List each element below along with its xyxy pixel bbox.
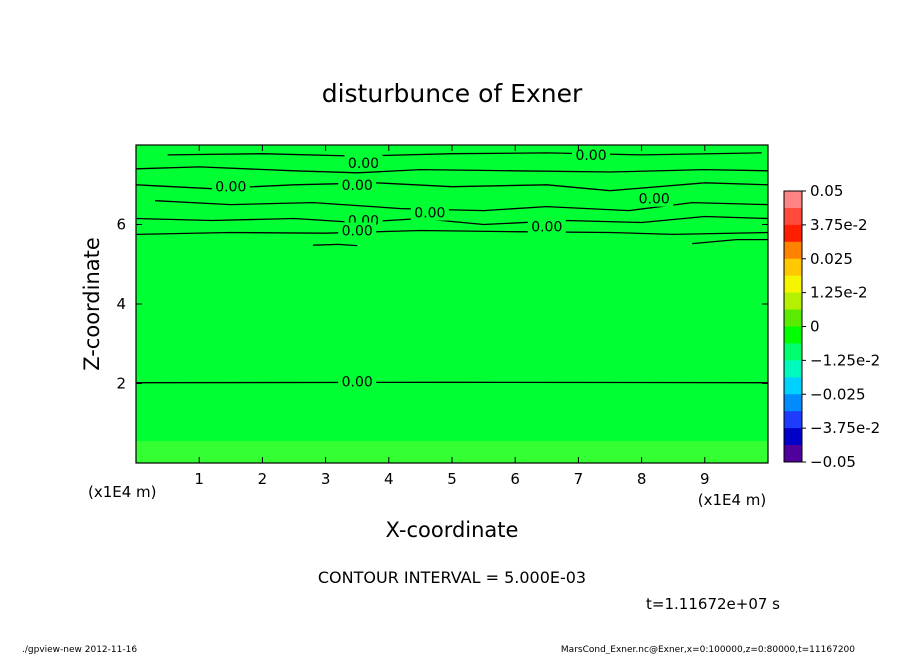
contour-label-9: 0.00 <box>342 375 373 391</box>
colorbar-segment-1 <box>784 207 802 226</box>
y-axis-ticks: 2 4 6 <box>116 216 768 393</box>
colorbar-label-5: −1.25e-2 <box>810 351 880 369</box>
colorbar-segment-13 <box>784 411 802 429</box>
colorbar: 0.05 3.75e-2 0.025 1.25e-2 0 −1.25e-2 −0.025 −3… <box>783 182 880 471</box>
chart-title: disturbunce of Exner <box>322 79 583 108</box>
contour-line-0 <box>167 152 762 157</box>
contour-line-5 <box>135 229 769 236</box>
y-tick-label-6: 6 <box>116 216 126 234</box>
colorbar-label-0: 0.05 <box>810 182 843 200</box>
x-tick-label-9: 9 <box>700 470 710 488</box>
footer-right: MarsCond_Exner.nc@Exner,x=0:100000,z=0:8… <box>561 645 855 654</box>
x-unit-label: (x1E4 m) <box>698 491 767 509</box>
contour-label-bg-1 <box>572 146 611 163</box>
colorbar-label-6: −0.025 <box>810 385 866 403</box>
colorbar-segment-3 <box>784 241 802 260</box>
contour-label-8: 0.00 <box>531 219 562 235</box>
contour-label-0: 0.00 <box>348 156 379 172</box>
colorbar-segment-9 <box>784 343 802 361</box>
y-unit-label: (x1E4 m) <box>88 483 157 501</box>
contour-label-bg-4 <box>410 204 449 221</box>
contour-label-bg-7 <box>338 222 377 239</box>
contour-label-3: 0.00 <box>342 178 373 194</box>
x-tick-label-4: 4 <box>384 470 394 488</box>
colorbar-segment-4 <box>784 258 802 277</box>
x-tick-label-8: 8 <box>637 470 647 488</box>
colorbar-segment-14 <box>784 428 802 446</box>
contour-label-bg-0 <box>344 154 383 171</box>
colorbar-segment-6 <box>784 292 802 310</box>
colorbar-label-1: 3.75e-2 <box>810 216 868 234</box>
contour-line-1 <box>135 166 769 174</box>
contour-label-5: 0.00 <box>639 192 670 208</box>
colorbar-label-2: 0.025 <box>810 250 853 268</box>
x-tick-label-5: 5 <box>447 470 457 488</box>
contour-label-4: 0.00 <box>414 206 445 222</box>
colorbar-segment-0 <box>784 191 802 209</box>
colorbar-segment-2 <box>784 224 802 243</box>
colorbar-segment-7 <box>784 309 802 327</box>
x-axis-ticks: 1 2 3 4 5 6 7 8 9 <box>194 145 710 488</box>
colorbar-segment-8 <box>784 326 802 344</box>
colorbar-segment-11 <box>784 377 802 395</box>
plot-area: 0.00 0.000.00 0.000.000.000.000.00 0.000.00 <box>135 144 769 464</box>
contour-label-bg-8 <box>527 218 566 235</box>
x-tick-label-7: 7 <box>574 470 584 488</box>
x-axis-label: X-coordinate <box>386 518 519 542</box>
colorbar-label-4: 0 <box>810 318 820 336</box>
contour-label-7: 0.00 <box>342 223 373 239</box>
near-surface-fill <box>136 441 768 463</box>
contour-line-7 <box>692 238 768 245</box>
x-tick-label-3: 3 <box>321 470 331 488</box>
time-annotation: t=1.11672e+07 s <box>646 595 780 613</box>
colorbar-segment-5 <box>784 275 802 294</box>
colorbar-segment-15 <box>784 445 802 463</box>
contour-label-bg-5 <box>635 190 674 207</box>
y-axis-label: Z-coordinate <box>80 237 104 371</box>
contour-label-bg-2 <box>211 178 250 195</box>
colorbar-label-3: 1.25e-2 <box>810 284 868 302</box>
colorbar-label-7: −3.75e-2 <box>810 419 880 437</box>
colorbar-label-8: −0.05 <box>810 453 856 471</box>
contour-line-4 <box>135 215 769 226</box>
contour-line-6 <box>312 243 358 247</box>
contour-label-bg-9 <box>338 373 377 390</box>
contour-interval-text: CONTOUR INTERVAL = 5.000E-03 <box>318 568 586 587</box>
y-tick-label-4: 4 <box>116 295 126 313</box>
x-tick-label-2: 2 <box>258 470 268 488</box>
y-tick-label-2: 2 <box>116 375 126 393</box>
colorbar-segment-10 <box>784 360 802 378</box>
contour-label-bg-3 <box>338 176 377 193</box>
footer-left: ./gpview-new 2012-11-16 <box>22 645 137 654</box>
contour-label-2: 0.00 <box>215 180 246 196</box>
x-tick-label-6: 6 <box>510 470 520 488</box>
contour-label-1: 0.00 <box>575 148 606 164</box>
colorbar-segment-12 <box>784 394 802 412</box>
x-tick-label-1: 1 <box>194 470 204 488</box>
